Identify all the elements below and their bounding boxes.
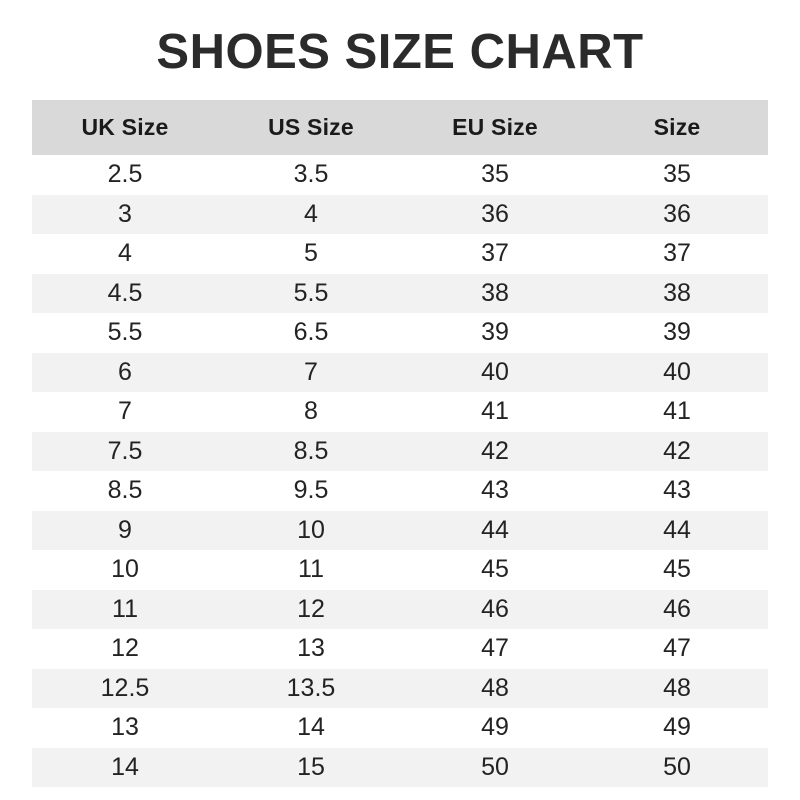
column-header-eu-size: EU Size bbox=[452, 114, 538, 140]
column-header-size: Size bbox=[653, 114, 701, 140]
cell-us-size: 15 bbox=[297, 752, 325, 781]
cell-uk-size: 2.5 bbox=[107, 160, 143, 189]
cell-eu-size: 40 bbox=[481, 357, 509, 386]
cell-eu-size: 38 bbox=[481, 278, 509, 307]
cell-eu-size: 48 bbox=[481, 673, 509, 702]
table-row: 5.5 6.5 39 39 bbox=[32, 313, 768, 353]
cell-size: 39 bbox=[663, 318, 691, 347]
table-row: 12 13 47 47 bbox=[32, 629, 768, 669]
cell-size: 47 bbox=[663, 634, 691, 663]
cell-us-size: 7 bbox=[304, 357, 318, 386]
cell-uk-size: 11 bbox=[112, 594, 138, 623]
table-row: 2.5 3.5 35 35 bbox=[32, 155, 768, 195]
cell-uk-size: 4.5 bbox=[107, 278, 143, 307]
cell-size: 38 bbox=[663, 278, 691, 307]
cell-uk-size: 12 bbox=[111, 634, 139, 663]
cell-uk-size: 5.5 bbox=[107, 318, 143, 347]
cell-uk-size: 12.5 bbox=[100, 673, 150, 702]
table-row: 8.5 9.5 43 43 bbox=[32, 471, 768, 511]
cell-size: 35 bbox=[663, 160, 691, 189]
cell-uk-size: 7 bbox=[118, 397, 132, 426]
cell-size: 40 bbox=[663, 357, 691, 386]
table-row: 14 15 50 50 bbox=[32, 747, 768, 787]
table-row: 13 14 49 49 bbox=[32, 708, 768, 748]
cell-uk-size: 9 bbox=[118, 515, 132, 544]
cell-uk-size: 10 bbox=[111, 555, 139, 584]
cell-eu-size: 42 bbox=[481, 436, 509, 465]
cell-eu-size: 45 bbox=[481, 555, 509, 584]
cell-us-size: 12 bbox=[297, 594, 325, 623]
cell-size: 37 bbox=[663, 239, 691, 268]
table-body: 2.5 3.5 35 35 3 4 36 36 4 5 37 37 4.5 5.… bbox=[32, 155, 768, 787]
cell-size: 45 bbox=[663, 555, 691, 584]
cell-uk-size: 8.5 bbox=[107, 476, 143, 505]
table-row: 7 8 41 41 bbox=[32, 392, 768, 432]
cell-uk-size: 4 bbox=[118, 239, 132, 268]
cell-us-size: 9.5 bbox=[293, 476, 329, 505]
cell-us-size: 13 bbox=[297, 634, 325, 663]
column-header-uk-size: UK Size bbox=[81, 114, 169, 140]
table-row: 6 7 40 40 bbox=[32, 352, 768, 392]
cell-eu-size: 35 bbox=[481, 160, 509, 189]
table-row: 7.5 8.5 42 42 bbox=[32, 431, 768, 471]
cell-size: 43 bbox=[663, 476, 691, 505]
cell-uk-size: 3 bbox=[118, 199, 132, 228]
cell-us-size: 3.5 bbox=[293, 160, 329, 189]
cell-size: 42 bbox=[663, 436, 691, 465]
cell-us-size: 10 bbox=[297, 515, 325, 544]
cell-us-size: 13.5 bbox=[286, 673, 336, 702]
table-header: UK Size US Size EU Size Size bbox=[32, 100, 768, 155]
cell-uk-size: 7.5 bbox=[107, 436, 143, 465]
cell-eu-size: 50 bbox=[481, 752, 509, 781]
cell-size: 50 bbox=[663, 752, 691, 781]
table-row: 3 4 36 36 bbox=[32, 194, 768, 234]
table-row: 12.5 13.5 48 48 bbox=[32, 668, 768, 708]
cell-us-size: 4 bbox=[304, 199, 318, 228]
cell-uk-size: 6 bbox=[118, 357, 132, 386]
cell-uk-size: 13 bbox=[111, 713, 139, 742]
cell-eu-size: 41 bbox=[481, 397, 509, 426]
cell-uk-size: 14 bbox=[111, 752, 139, 781]
cell-us-size: 6.5 bbox=[293, 318, 329, 347]
page-title: SHOES SIZE CHART bbox=[156, 25, 644, 79]
cell-eu-size: 43 bbox=[481, 476, 509, 505]
table-row: 11 12 46 46 bbox=[32, 589, 768, 629]
cell-size: 36 bbox=[663, 199, 691, 228]
cell-size: 48 bbox=[663, 673, 691, 702]
cell-eu-size: 37 bbox=[481, 239, 509, 268]
cell-us-size: 8.5 bbox=[293, 436, 329, 465]
cell-eu-size: 39 bbox=[481, 318, 509, 347]
cell-eu-size: 49 bbox=[481, 713, 509, 742]
cell-size: 46 bbox=[663, 594, 691, 623]
table-header-row: UK Size US Size EU Size Size bbox=[32, 100, 768, 155]
table-row: 9 10 44 44 bbox=[32, 510, 768, 550]
table-row: 4.5 5.5 38 38 bbox=[32, 273, 768, 313]
cell-us-size: 8 bbox=[304, 397, 318, 426]
table-row: 10 11 45 45 bbox=[32, 550, 768, 590]
cell-us-size: 11 bbox=[298, 555, 324, 584]
cell-us-size: 5.5 bbox=[293, 278, 329, 307]
table-row: 4 5 37 37 bbox=[32, 234, 768, 274]
cell-eu-size: 46 bbox=[481, 594, 509, 623]
cell-eu-size: 44 bbox=[481, 515, 509, 544]
cell-eu-size: 36 bbox=[481, 199, 509, 228]
column-header-us-size: US Size bbox=[268, 114, 354, 140]
cell-us-size: 14 bbox=[297, 713, 325, 742]
cell-size: 44 bbox=[663, 515, 691, 544]
cell-us-size: 5 bbox=[304, 239, 318, 268]
size-chart-table: UK Size US Size EU Size Size 2.5 3.5 35 … bbox=[32, 100, 768, 787]
cell-size: 49 bbox=[663, 713, 691, 742]
cell-eu-size: 47 bbox=[481, 634, 509, 663]
cell-size: 41 bbox=[663, 397, 691, 426]
